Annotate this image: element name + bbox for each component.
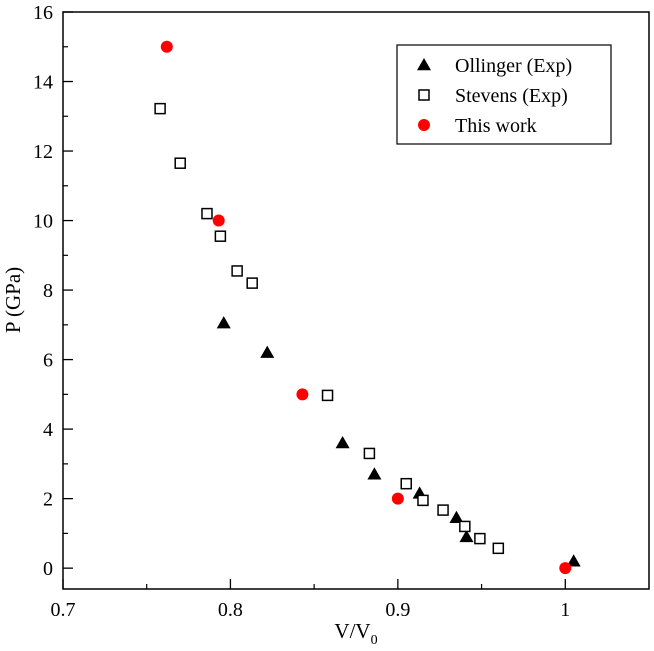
legend-label-stevens: Stevens (Exp) — [455, 85, 568, 107]
legend-marker — [418, 89, 430, 101]
y-axis-title: P (GPa) — [1, 267, 25, 333]
y-tick-label: 8 — [43, 280, 53, 302]
plot-frame — [62, 11, 650, 590]
data-point — [400, 477, 412, 490]
y-tick-label: 6 — [43, 350, 53, 372]
data-point — [459, 520, 471, 533]
y-tick-label: 10 — [33, 211, 53, 233]
x-axis-title: V/V0 — [334, 619, 377, 648]
data-point — [174, 157, 186, 169]
data-points — [154, 40, 581, 575]
data-point — [449, 510, 464, 523]
data-point — [367, 467, 382, 480]
legend-label-this-work: This work — [455, 115, 537, 137]
x-axis-title-subscript: 0 — [371, 633, 378, 648]
data-point — [201, 207, 213, 220]
data-point — [231, 265, 243, 277]
y-tick-label: 12 — [33, 141, 53, 163]
legend-markers — [417, 58, 431, 131]
data-point — [363, 447, 376, 460]
x-tick-label: 1 — [560, 599, 570, 621]
data-point — [559, 562, 572, 575]
data-point — [321, 389, 334, 402]
x-axis-title-main: V/V — [334, 619, 370, 643]
y-tick-label: 14 — [33, 72, 53, 94]
data-point — [154, 102, 166, 115]
x-tick-label: 0.9 — [385, 599, 410, 621]
data-point — [212, 214, 225, 227]
data-point — [459, 529, 474, 543]
x-tick-label: 0.8 — [218, 599, 243, 621]
data-point — [214, 230, 227, 242]
legend: Ollinger (Exp) Stevens (Exp) This work — [396, 44, 612, 145]
data-point — [566, 554, 581, 567]
series-1 — [154, 102, 505, 555]
data-point — [260, 345, 275, 358]
y-tick-label: 16 — [33, 2, 53, 24]
data-point — [417, 494, 429, 507]
y-tick-label: 4 — [43, 419, 53, 441]
legend-label-ollinger: Ollinger (Exp) — [455, 55, 572, 77]
data-point — [296, 388, 309, 401]
y-tick-label: 0 — [43, 558, 53, 580]
legend-marker — [417, 58, 431, 71]
data-point — [492, 542, 505, 555]
data-point — [160, 40, 173, 53]
x-tick-label: 0.7 — [51, 599, 76, 621]
legend-marker — [418, 119, 430, 131]
axis-ticks — [62, 11, 566, 589]
data-point — [474, 532, 486, 545]
data-point — [216, 316, 231, 329]
y-tick-label: 2 — [43, 489, 53, 511]
legend-box — [396, 44, 612, 145]
data-point — [246, 277, 258, 289]
data-point — [335, 436, 350, 449]
data-point — [391, 492, 404, 505]
series-2 — [160, 40, 572, 575]
data-point — [437, 504, 449, 516]
series-0 — [216, 316, 581, 567]
